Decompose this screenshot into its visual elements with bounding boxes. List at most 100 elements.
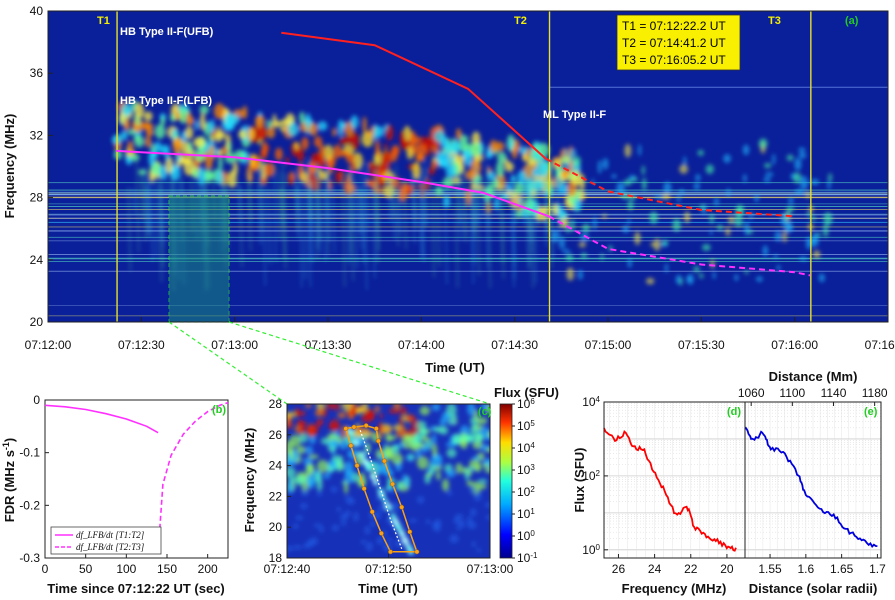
ml-blob [627,258,632,268]
contour-point [375,438,381,444]
panel-a-xtick-label: 07:14:00 [398,338,445,352]
ml-blob [717,224,723,231]
panel-b-ytick-label: 0 [33,393,40,407]
burst-streak [295,186,299,231]
c-blob [346,498,356,505]
c-blob [305,446,314,455]
burst-blob [308,122,318,136]
t2-label: T2 [514,15,527,27]
contour-point [363,423,369,429]
c-blob [485,514,490,520]
panel-c-x-ticks: 07:12:40 07:12:50 07:13:00 [264,554,514,576]
burst-streak [262,159,266,286]
burst-blob [327,158,334,175]
burst-streak [248,173,252,252]
ml-blob [712,271,716,280]
c-blob [475,462,482,473]
burst-blob [412,162,421,180]
c-blob [482,463,490,469]
c-blob [421,435,430,442]
c-blob [470,508,477,517]
burst-blob [381,150,392,165]
panel-a-xtick-label: 07:13:30 [305,338,352,352]
burst-streak [530,158,534,289]
panel-b-ylabel-main: FDR (MHz s [2,450,17,522]
c-blob [299,424,307,437]
burst-streak [421,180,425,262]
c-blob [467,404,476,416]
burst-blob [337,119,344,137]
c-blob [394,539,404,548]
ml-blob [664,263,669,273]
burst-streak [132,187,136,214]
burst-streak [323,188,327,262]
burst-streak [160,181,164,247]
c-blob [467,515,472,525]
panel-b: 0 -0.1 -0.2 -0.3 0 50 100 150 200 FDR (MHz s-1)… [1,393,229,596]
c-blob [431,443,438,458]
burst-streak [458,170,462,240]
c-blob [477,478,488,484]
burst-blob [309,160,316,176]
burst-blob [299,111,305,124]
panel-d-xlabel: Frequency (MHz) [622,581,727,596]
c-blob [328,423,340,429]
panel-c-emission [287,404,490,555]
c-blob [439,418,447,426]
burst-streak [346,172,350,265]
burst-streak [470,189,474,285]
burst-blob [305,113,311,130]
contour-point [373,426,379,432]
t3-label: T3 [768,15,781,27]
burst-streak [146,185,150,238]
burst-streak [535,186,539,227]
colorbar-tick-label: 10-1 [517,551,538,566]
burst-blob [301,136,309,150]
contour-point [369,509,375,515]
panel-e-top-label: Distance (Mm) [769,369,858,384]
burst-streak [463,165,467,237]
c-blob [294,475,306,486]
burst-streak [154,159,158,258]
ml-blob [602,157,609,170]
burst-blob [213,103,225,120]
ml-blob [762,245,769,257]
panel-d-xtick-label: 22 [684,562,698,576]
c-blob [484,502,490,508]
ml-blob [758,138,768,149]
c-blob [476,432,482,441]
panel-e-toptick-label: 1060 [738,386,765,400]
c-band-blob [369,473,376,480]
burst-streak [471,174,475,232]
c-band-blob [352,439,359,446]
burst-blob [451,140,461,155]
burst-blob [415,143,427,157]
burst-emission [111,99,833,291]
panel-b-ylabel-sup: -1 [1,442,11,450]
burst-blob [487,171,496,181]
ml-blob [565,254,574,262]
c-blob [331,524,339,532]
ml-blob [742,144,750,156]
burst-streak [485,185,489,269]
c-blob [343,480,349,494]
burst-blob [511,146,518,159]
legend-entry-1: df_LFB/dt [T1:T2] [76,530,145,540]
burst-blob [216,126,222,144]
contour-point [361,486,367,492]
ml-blob [554,177,563,192]
c-blob [441,478,450,492]
c-blob [300,502,308,510]
c-blob [471,456,481,461]
c-blob [370,521,376,527]
ml-blob [616,181,625,196]
burst-blob [505,182,512,192]
burst-blob [472,183,485,192]
c-blob [359,434,370,440]
c-blob [348,410,354,420]
flux-vs-frequency-line [603,427,737,552]
panel-b-label: (b) [212,404,226,416]
contour-point [399,504,405,510]
ml-blob [624,143,632,158]
ml-blob [693,266,700,273]
